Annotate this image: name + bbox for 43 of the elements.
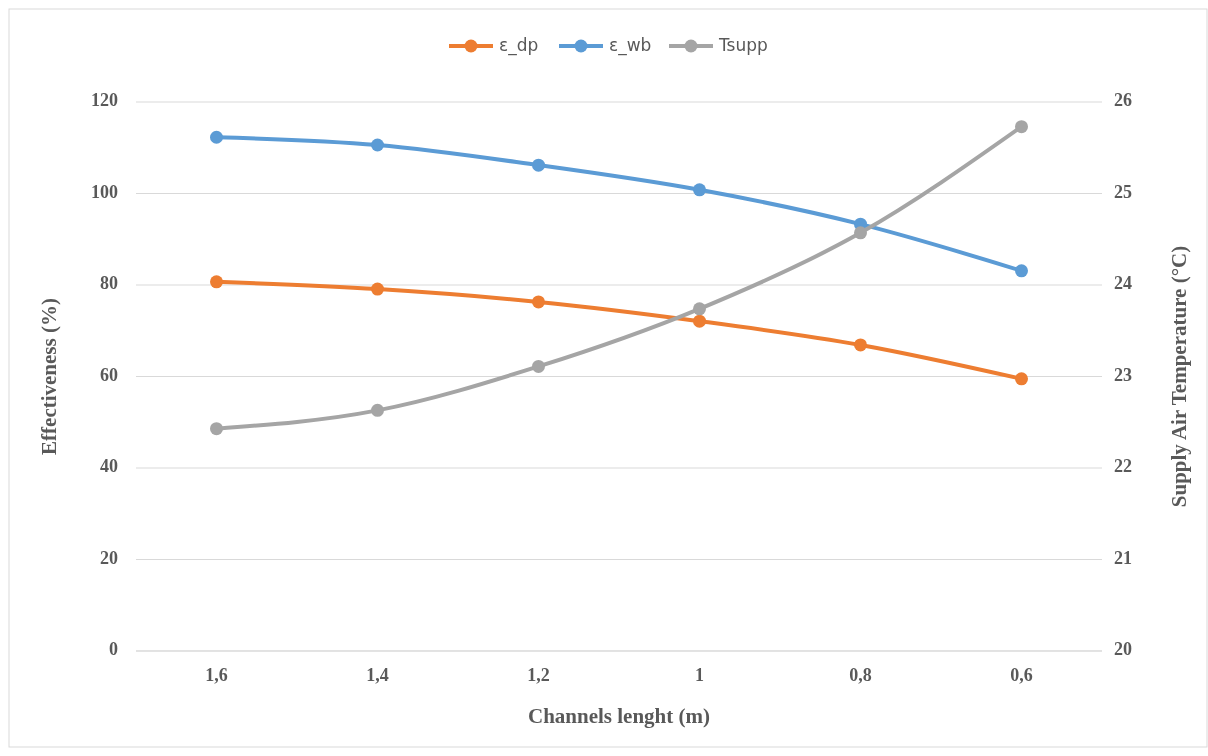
- point: [210, 130, 223, 144]
- legend-label: Tsupp: [718, 35, 768, 55]
- x-axis-title: Channels lenght (m): [527, 704, 711, 728]
- y-axis-title: Effectiveness (%): [37, 298, 61, 455]
- point: [210, 275, 223, 289]
- point: [532, 359, 545, 373]
- y2-tick-label: 20: [1114, 639, 1132, 660]
- point: [854, 226, 867, 240]
- x-tick-label: 0,8: [849, 665, 872, 685]
- y-tick-label: 20: [100, 547, 118, 568]
- y2-tick-label: 23: [1114, 364, 1132, 385]
- point: [854, 338, 867, 352]
- point: [693, 314, 706, 328]
- legend-label: ε_wb: [609, 35, 652, 56]
- y2-tick-label: 22: [1114, 456, 1132, 477]
- point: [371, 403, 384, 417]
- y-tick-label: 120: [91, 90, 118, 111]
- y2-axis-title: Supply Air Temperature (°C): [1167, 245, 1191, 508]
- x-tick-label: 1,6: [205, 665, 228, 685]
- point: [371, 138, 384, 152]
- point: [1015, 264, 1028, 278]
- point: [532, 295, 545, 309]
- point: [1015, 120, 1028, 134]
- y2-tick-label: 25: [1114, 181, 1132, 202]
- legend-label: ε_dp: [499, 35, 539, 56]
- point: [693, 183, 706, 197]
- point: [371, 282, 384, 296]
- y2-tick-label: 21: [1114, 547, 1132, 568]
- y2-tick-label: 24: [1114, 273, 1132, 294]
- point: [532, 158, 545, 172]
- y-tick-label: 80: [100, 273, 118, 294]
- x-tick-label: 1: [695, 665, 704, 685]
- point: [693, 302, 706, 316]
- y-tick-label: 100: [91, 181, 118, 202]
- y-tick-label: 0: [109, 639, 118, 660]
- x-tick-label: 1,4: [366, 665, 389, 685]
- point: [210, 422, 223, 436]
- y2-tick-label: 26: [1114, 90, 1132, 111]
- x-tick-label: 0,6: [1010, 665, 1033, 685]
- y-tick-label: 60: [100, 364, 118, 385]
- y-tick-label: 40: [100, 456, 118, 477]
- x-tick-label: 1,2: [527, 665, 550, 685]
- point: [1015, 372, 1028, 386]
